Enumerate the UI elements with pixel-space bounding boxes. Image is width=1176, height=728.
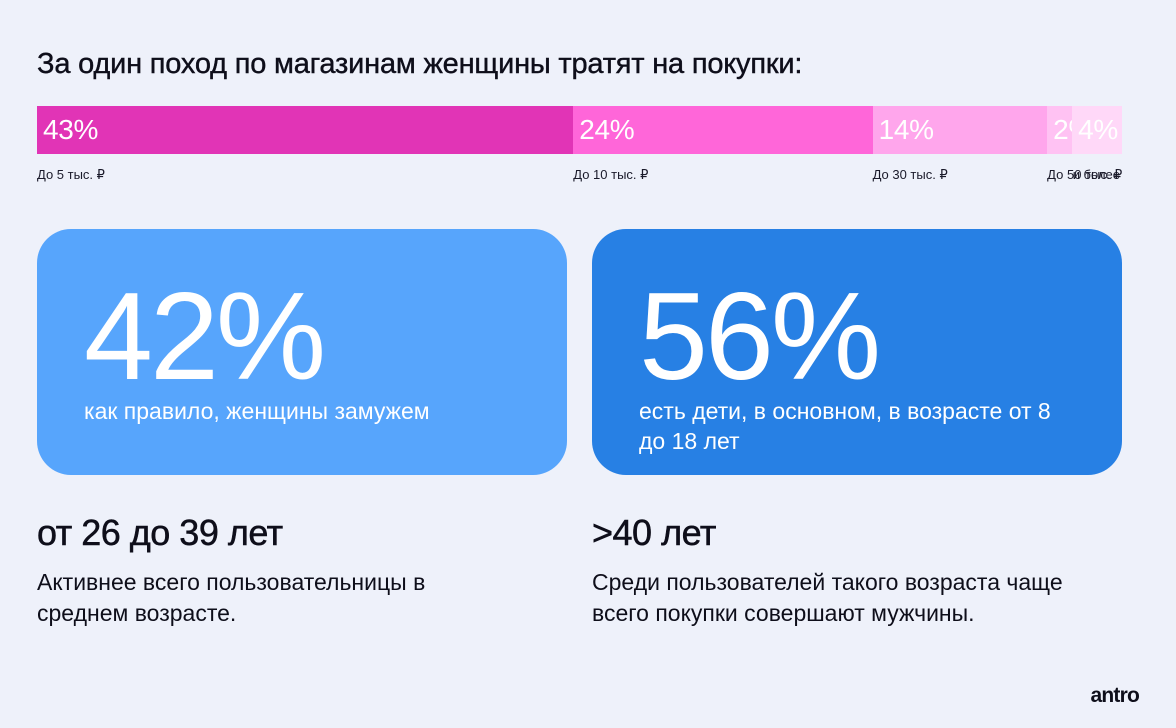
bar-tick-label: и более	[1072, 167, 1120, 182]
stat-value: 56%	[639, 268, 881, 406]
age-group-note: Активнее всего пользовательницы в средне…	[37, 569, 426, 626]
stat-card-married: 42% как правило, женщины замужем	[37, 229, 567, 475]
stat-description: как правило, женщины замужем	[84, 398, 430, 424]
brand-logo: antro	[1090, 684, 1139, 707]
bar-segment: 24%	[573, 106, 873, 154]
stat-description: есть дети, в основном, в возрасте от 8 д…	[639, 398, 1051, 454]
bar-tick-label: До 30 тыс. ₽	[872, 167, 948, 182]
stat-value: 42%	[84, 268, 326, 406]
age-group-note: Среди пользователей такого возраста чаще…	[592, 569, 1063, 626]
bar-segment: 2%	[1047, 106, 1073, 154]
bar-segment: 43%	[37, 106, 574, 154]
page-title: За один поход по магазинам женщины тратя…	[37, 48, 803, 80]
bar-tick-label: До 50 тыс. ₽	[1047, 167, 1123, 182]
stat-card-children: 56% есть дети, в основном, в возрасте от…	[592, 229, 1122, 475]
bar-segment: 4%	[1072, 106, 1122, 154]
bar-segment: 14%	[872, 106, 1048, 154]
bar-tick-label: До 5 тыс. ₽	[37, 167, 105, 182]
age-group-heading: >40 лет	[592, 512, 717, 554]
bar-tick-label: До 10 тыс. ₽	[573, 167, 649, 182]
age-group-heading: от 26 до 39 лет	[37, 512, 284, 554]
stacked-bar: 43%24%14%2%4%	[37, 106, 1122, 154]
